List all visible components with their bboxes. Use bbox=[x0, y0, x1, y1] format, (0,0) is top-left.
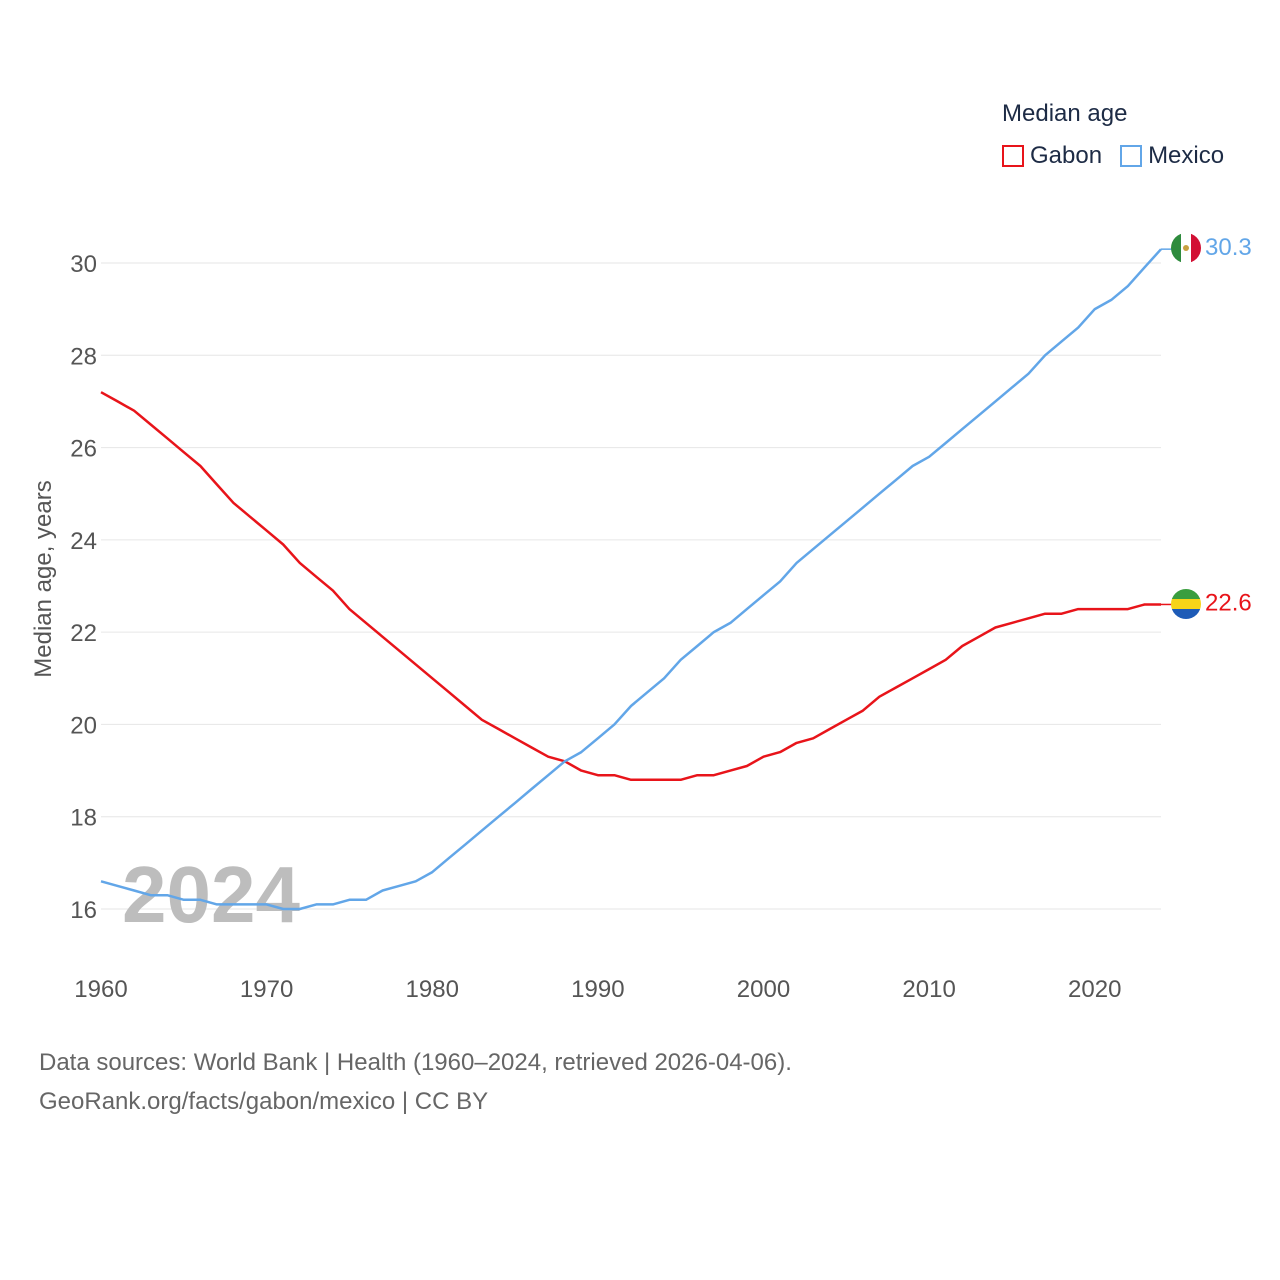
legend-label-mexico: Mexico bbox=[1148, 142, 1225, 169]
y-tick-label: 24 bbox=[70, 528, 97, 555]
y-tick-label: 26 bbox=[70, 436, 97, 463]
legend-swatch-mexico bbox=[1120, 145, 1143, 167]
series-line-mexico bbox=[100, 248, 1162, 911]
x-tick-label: 1990 bbox=[571, 976, 624, 1003]
legend: Gabon Mexico bbox=[1002, 142, 1224, 170]
y-axis-ticks: 16 18 20 22 24 26 28 30 bbox=[70, 251, 97, 924]
x-tick-label: 1980 bbox=[406, 976, 459, 1003]
legend-swatch-gabon bbox=[1002, 145, 1024, 167]
y-tick-label: 22 bbox=[70, 620, 97, 647]
x-tick-label: 2010 bbox=[902, 976, 955, 1003]
end-label-mexico: 30.3 bbox=[1205, 234, 1252, 261]
legend-item-gabon[interactable]: Gabon bbox=[1002, 142, 1102, 170]
y-tick-label: 28 bbox=[70, 343, 97, 370]
x-tick-label: 1970 bbox=[240, 976, 293, 1003]
y-tick-label: 20 bbox=[70, 712, 97, 739]
end-label-gabon: 22.6 bbox=[1205, 589, 1252, 616]
mexico-flag-icon bbox=[1171, 233, 1201, 263]
end-markers bbox=[1171, 233, 1201, 619]
y-tick-label: 18 bbox=[70, 805, 97, 832]
y-tick-label: 30 bbox=[70, 251, 97, 278]
end-labels: 22.6 30.3 bbox=[1205, 234, 1252, 616]
series-line-gabon bbox=[100, 391, 1161, 782]
source-note: Data sources: World Bank | Health (1960–… bbox=[39, 1043, 792, 1121]
source-line-data: Data sources: World Bank | Health (1960–… bbox=[39, 1049, 792, 1076]
x-axis-ticks: 1960 1970 1980 1990 2000 2010 2020 bbox=[74, 976, 1121, 1003]
y-axis-label: Median age, years bbox=[30, 480, 57, 677]
series-lines bbox=[100, 248, 1172, 911]
gabon-flag-icon bbox=[1171, 589, 1201, 619]
x-tick-label: 2000 bbox=[737, 976, 790, 1003]
y-tick-label: 16 bbox=[70, 897, 97, 924]
source-line-link[interactable]: GeoRank.org/facts/gabon/mexico | CC BY bbox=[39, 1088, 489, 1115]
legend-item-mexico[interactable]: Mexico bbox=[1120, 142, 1224, 170]
x-tick-label: 1960 bbox=[74, 976, 127, 1003]
legend-title: Median age bbox=[1002, 100, 1128, 127]
legend-label-gabon: Gabon bbox=[1030, 142, 1103, 169]
grid-lines bbox=[101, 262, 1161, 910]
x-tick-label: 2020 bbox=[1068, 976, 1121, 1003]
